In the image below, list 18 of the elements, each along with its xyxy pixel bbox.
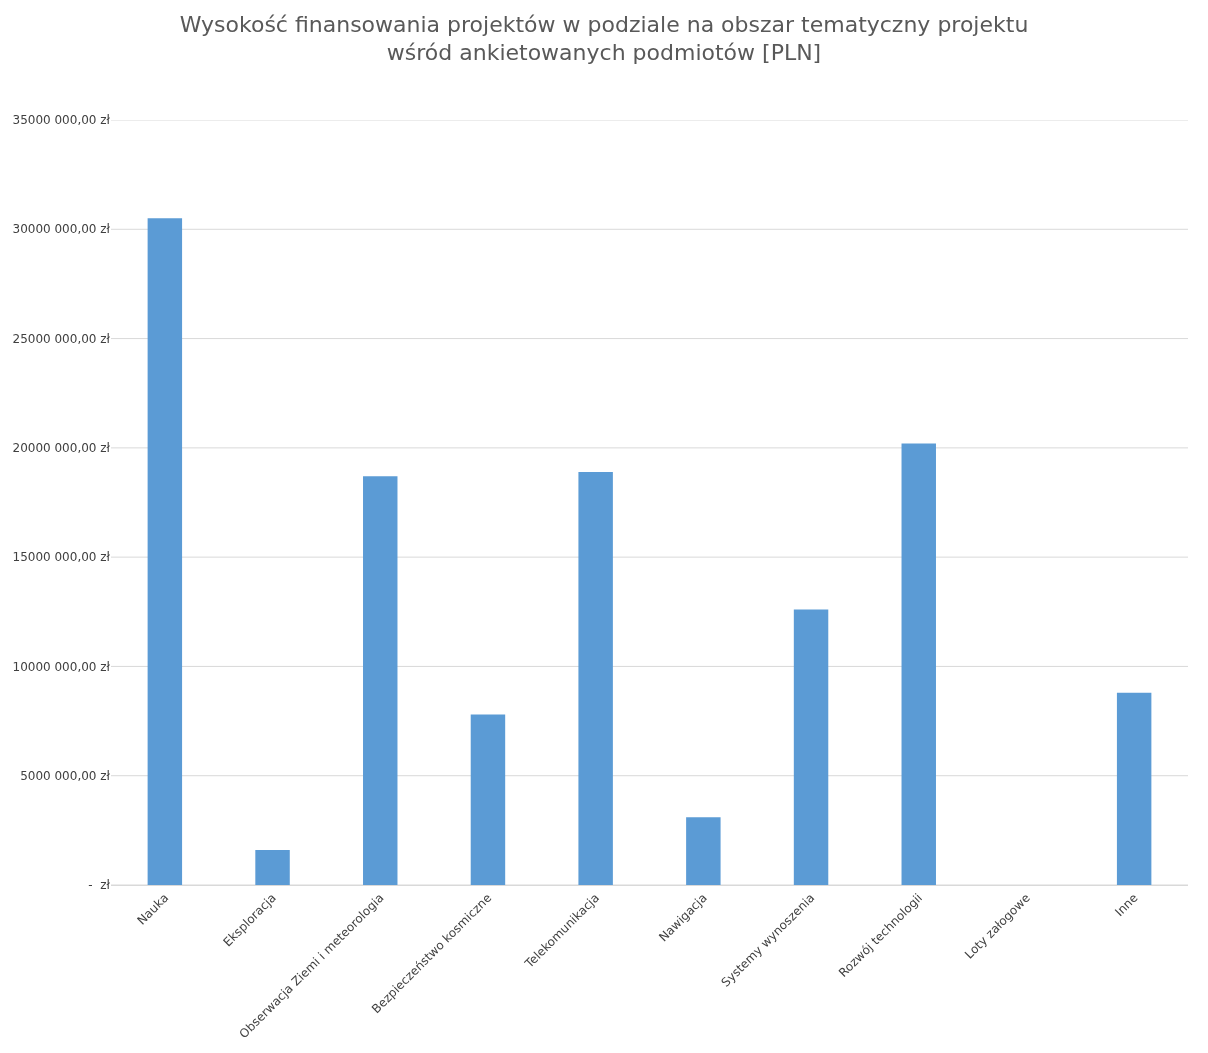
bar (363, 476, 398, 885)
bar (901, 443, 936, 885)
bar (793, 609, 829, 885)
bar (470, 714, 506, 885)
chart-title: Wysokość finansowania projektów w podziale na obszar tematyczny projektu wśród ankietowanych podmiotów [PLN] (179, 11, 1029, 66)
y-tick-label: 5000 000,00 zł (20, 768, 111, 783)
y-tick-label: 35000 000,00 zł (12, 113, 111, 128)
bar (686, 817, 721, 885)
y-tick-label: 10000 000,00 zł (12, 659, 111, 674)
y-tick-label: 25000 000,00 zł (12, 331, 111, 346)
bar (147, 218, 183, 885)
bar (255, 850, 290, 885)
y-tick-label: 30000 000,00 zł (12, 222, 111, 237)
y-tick-label: 15000 000,00 zł (12, 550, 111, 565)
y-tick-label: 20000 000,00 zł (12, 441, 111, 456)
bar (578, 471, 613, 885)
y-tick-label: - zł (88, 878, 111, 893)
bar (1116, 692, 1152, 885)
